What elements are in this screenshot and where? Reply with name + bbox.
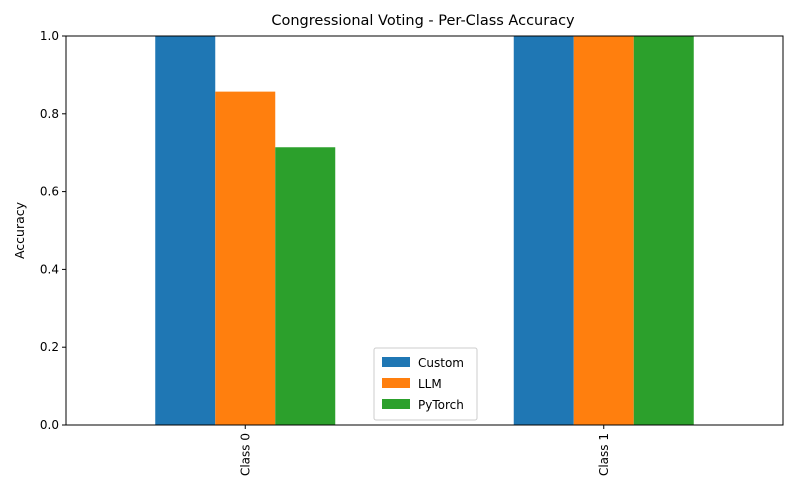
bar-custom-class-0 [155,36,216,425]
bars-group [155,36,694,425]
legend-swatch-llm [382,378,410,388]
bar-llm-class-1 [573,36,634,425]
y-tick-label: 0.6 [40,185,59,199]
legend-label-pytorch: PyTorch [418,398,464,412]
y-tick-label: 0.4 [40,262,59,276]
legend-swatch-custom [382,357,410,367]
bar-pytorch-class-0 [275,147,336,425]
x-axis: Class 0 Class 1 [238,425,611,476]
x-tick-label: Class 1 [597,433,611,476]
legend-swatch-pytorch [382,399,410,409]
y-axis: 0.0 0.2 0.4 0.6 0.8 1.0 [40,29,66,432]
y-tick-label: 0.2 [40,340,59,354]
chart-title: Congressional Voting - Per-Class Accurac… [271,13,575,29]
y-tick-label: 0.8 [40,107,59,121]
legend-label-custom: Custom [418,356,464,370]
y-tick-label: 0.0 [40,418,59,432]
legend-label-llm: LLM [418,377,442,391]
y-axis-label: Accuracy [12,201,27,259]
bar-pytorch-class-1 [633,36,694,425]
legend: Custom LLM PyTorch [373,347,478,421]
y-tick-label: 1.0 [40,29,59,43]
bar-llm-class-0 [215,91,276,425]
bar-custom-class-1 [513,36,574,425]
plot-frame [65,35,784,426]
x-tick-label: Class 0 [238,433,252,476]
